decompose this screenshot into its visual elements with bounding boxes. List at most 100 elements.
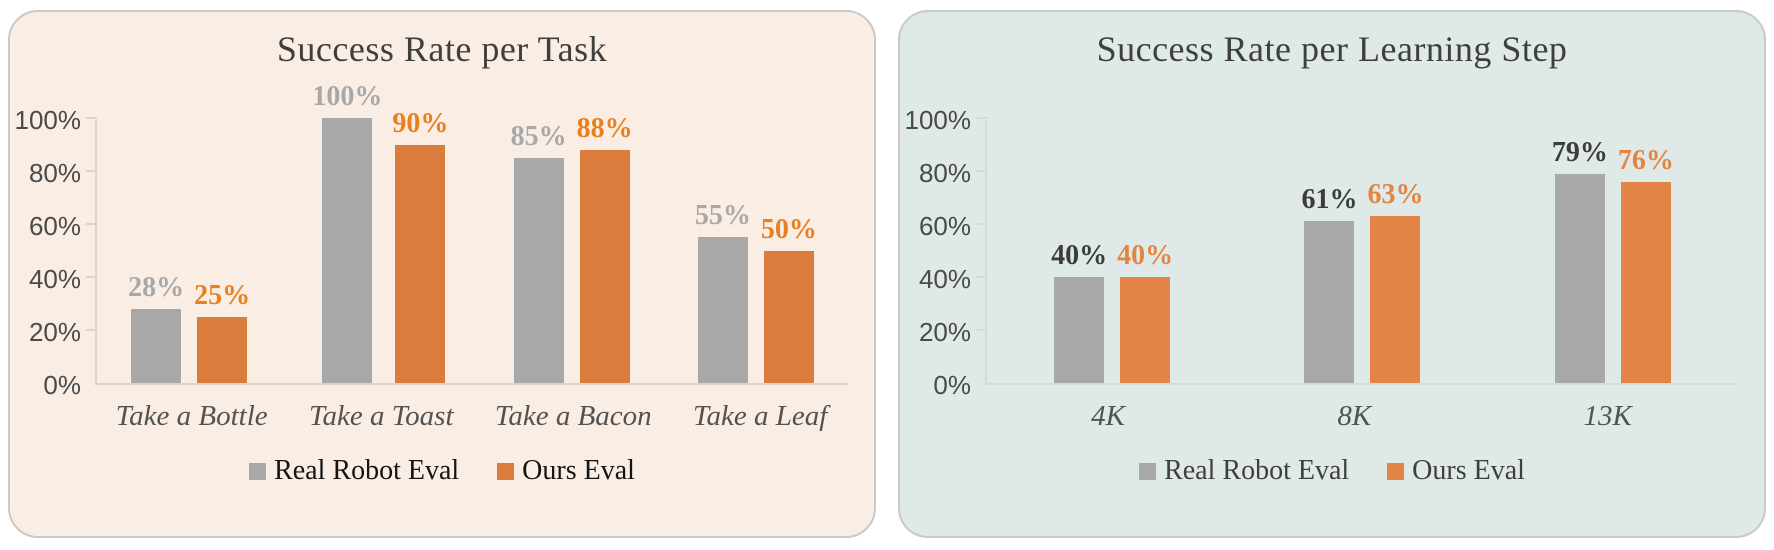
y-tick-mark <box>976 276 987 278</box>
legend: Real Robot Eval Ours Eval <box>900 455 1764 487</box>
y-tick-label: 60% <box>918 211 971 241</box>
y-tick-label: 100% <box>14 105 82 135</box>
bar-value-label: 55% <box>694 200 751 232</box>
bar-value-label: 79% <box>1551 136 1608 168</box>
bar <box>395 144 446 383</box>
bar-group: 55% 50% <box>695 202 817 383</box>
y-tick-mark <box>86 170 97 172</box>
legend-label: Real Robot Eval <box>274 455 460 486</box>
y-tick-label: 80% <box>28 158 81 188</box>
y-tick-label: 20% <box>918 317 971 347</box>
category-label: Take a Toast <box>308 400 454 432</box>
y-tick-label: 100% <box>904 105 972 135</box>
bar-column: 55% <box>695 202 751 383</box>
bar <box>1120 277 1171 383</box>
bar <box>579 149 630 383</box>
plot-region: 28% 25% 100% 90% 85% 88% 55% 50% <box>86 83 848 385</box>
bars-row: 40% 40% 61% 63% 79% 76% <box>987 120 1738 383</box>
x-axis-labels: Take a Bottle Take a Toast Take a Bacon Tak… <box>95 401 848 431</box>
legend-marker <box>249 462 267 480</box>
legend-item: Real Robot Eval <box>249 455 459 487</box>
x-axis-labels: 4K 8K 13K <box>985 401 1738 431</box>
bar-column: 90% <box>392 107 449 383</box>
legend-label: Real Robot Eval <box>1164 455 1350 486</box>
y-tick-label: 60% <box>28 211 81 241</box>
chart-plot-area: 0% 20% 40% 60% 80% 100% 40% 40% 61% 63% 79% 76% <box>900 107 1738 398</box>
category-label: Take a Leaf <box>693 400 828 432</box>
bar-group: 85% 88% <box>510 112 633 383</box>
category-label: 8K <box>1337 400 1372 432</box>
bar-column: 61% <box>1301 186 1357 383</box>
category-label: 4K <box>1091 400 1125 432</box>
legend-label: Ours Eval <box>1412 455 1525 486</box>
bar <box>1554 173 1605 383</box>
y-tick-label: 40% <box>28 264 81 294</box>
bar-column: 40% <box>1117 242 1173 383</box>
bar-column: 63% <box>1367 181 1423 383</box>
y-tick-label: 80% <box>918 158 971 188</box>
legend-marker <box>1139 462 1157 480</box>
legend-item: Ours Eval <box>1387 455 1525 487</box>
legend-label: Ours Eval <box>522 455 635 486</box>
bar <box>1054 277 1105 383</box>
bar-value-label: 85% <box>510 120 567 152</box>
bar-column: 88% <box>576 112 633 383</box>
chart-panel-success-rate-per-task: Success Rate per Task 0% 20% 40% 60% 80% 100%… <box>8 10 876 538</box>
legend-marker <box>1387 462 1405 480</box>
chart-title: Success Rate per Task <box>276 29 608 69</box>
bar-value-label: 76% <box>1617 144 1674 176</box>
y-tick-mark <box>976 223 987 225</box>
category-label: 13K <box>1583 400 1632 432</box>
bar <box>322 118 373 383</box>
bar-value-label: 61% <box>1301 184 1358 216</box>
y-tick-mark <box>86 276 97 278</box>
bar <box>763 250 814 383</box>
bar <box>197 316 248 383</box>
bar <box>1370 216 1421 383</box>
y-tick-mark <box>86 117 97 119</box>
chart-title: Success Rate per Learning Step <box>1096 29 1568 69</box>
bar-column: 76% <box>1617 144 1674 383</box>
bar-column: 79% <box>1551 136 1608 383</box>
y-tick-mark <box>976 117 987 119</box>
category-label: Take a Bottle <box>115 400 268 432</box>
legend-marker <box>497 462 515 480</box>
bar-column: 25% <box>194 279 251 383</box>
y-axis: 0% 20% 40% 60% 80% 100% <box>10 107 95 398</box>
bar-value-label: 88% <box>576 112 633 144</box>
bar <box>1620 181 1671 383</box>
bar-column: 28% <box>128 273 184 383</box>
y-tick-label: 0% <box>933 370 971 400</box>
legend: Real Robot Eval Ours Eval <box>10 455 874 487</box>
y-axis: 0% 20% 40% 60% 80% 100% <box>900 107 985 398</box>
bars-row: 28% 25% 100% 90% 85% 88% 55% 50% <box>97 83 848 383</box>
chart-panel-success-rate-per-learning-step: Success Rate per Learning Step 0% 20% 40% 6… <box>898 10 1766 538</box>
bar-group: 28% 25% <box>128 273 251 383</box>
y-tick-mark <box>86 223 97 225</box>
bar <box>1304 221 1355 383</box>
bar-column: 100% <box>312 83 382 383</box>
bar-value-label: 25% <box>194 279 251 311</box>
bar-group: 40% 40% <box>1051 242 1173 383</box>
plot-region: 40% 40% 61% 63% 79% 76% <box>976 117 1738 385</box>
legend-item: Real Robot Eval <box>1139 455 1349 487</box>
y-tick-mark <box>86 329 97 331</box>
bar-column: 50% <box>760 213 817 383</box>
bar <box>513 157 564 383</box>
y-tick-mark <box>976 170 987 172</box>
bar-group: 61% 63% <box>1301 181 1423 383</box>
bar-value-label: 63% <box>1367 179 1424 211</box>
y-tick-label: 20% <box>28 317 81 347</box>
bar <box>697 237 748 383</box>
bar-value-label: 100% <box>312 81 383 112</box>
bar-value-label: 40% <box>1051 240 1108 271</box>
y-tick-mark <box>976 329 987 331</box>
bar-value-label: 50% <box>760 213 817 245</box>
bar-group: 100% 90% <box>312 83 448 383</box>
bar-value-label: 90% <box>392 107 449 139</box>
bar-column: 40% <box>1051 242 1107 383</box>
bar-column: 85% <box>510 120 567 383</box>
y-tick-label: 40% <box>918 264 971 294</box>
legend-item: Ours Eval <box>497 455 635 487</box>
category-label: Take a Bacon <box>494 400 652 432</box>
